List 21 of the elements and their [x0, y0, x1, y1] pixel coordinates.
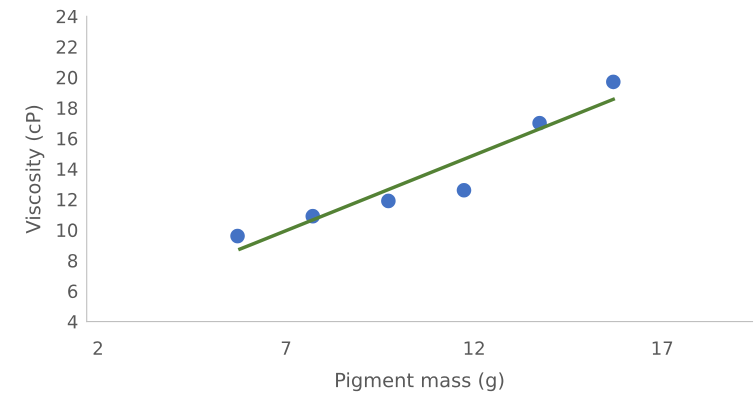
- x-tick-label: 17: [652, 342, 672, 355]
- y-tick-label: 4: [68, 315, 78, 328]
- y-tick-label: 10: [57, 223, 78, 238]
- y-tick-label: 8: [68, 254, 78, 268]
- y-tick-label: 20: [56, 70, 78, 84]
- y-tick-label: 12: [57, 192, 77, 206]
- y-axis-title: Viscosity (cP): [25, 106, 44, 234]
- x-tick-label: 12: [464, 341, 484, 355]
- x-axis-title: Pigment mass (g): [336, 372, 504, 392]
- x-tick-label: 2: [94, 341, 102, 355]
- point: [606, 74, 621, 90]
- point: [230, 228, 245, 244]
- y-tick-label: 24: [56, 10, 78, 24]
- y-tick-label: 6: [68, 284, 78, 298]
- point: [456, 182, 472, 198]
- y-tick-label: 16: [57, 132, 78, 146]
- y-tick-label: 22: [56, 40, 77, 54]
- point: [381, 194, 396, 208]
- y-tick-label: 14: [57, 162, 78, 176]
- x-tick-label: 7: [282, 342, 290, 355]
- y-tick-label: 18: [57, 101, 78, 115]
